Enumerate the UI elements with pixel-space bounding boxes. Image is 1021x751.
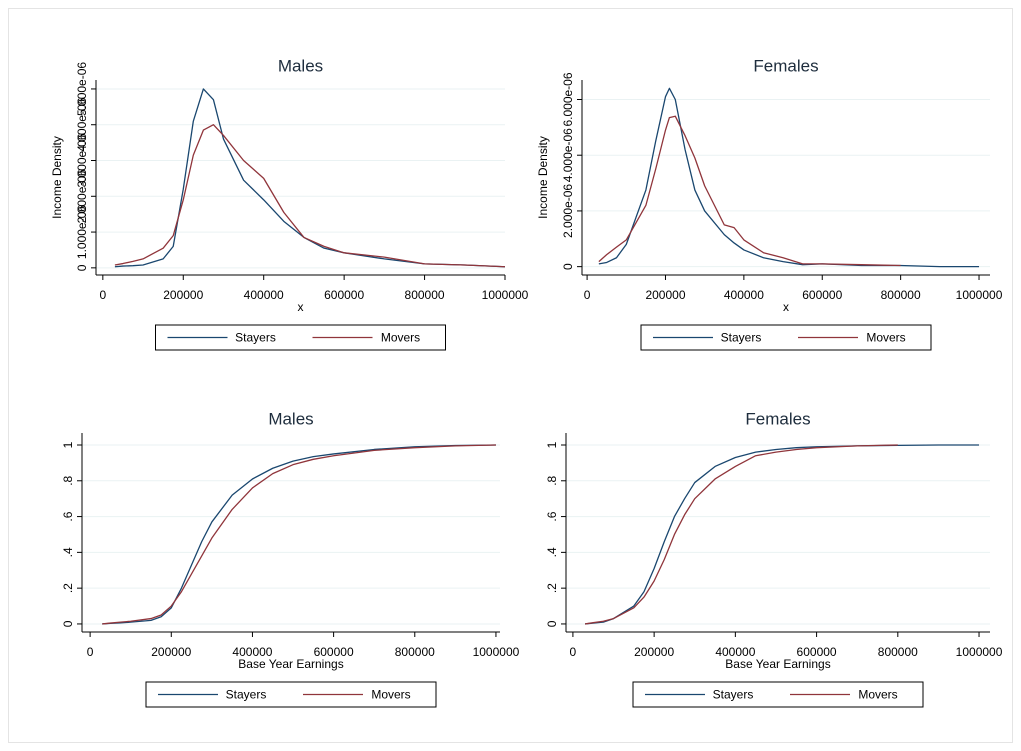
x-axis-title: x: [783, 300, 789, 314]
y-tick-label: .6: [545, 511, 559, 521]
graph-frame: [8, 8, 1013, 743]
y-tick-label: 0: [545, 620, 559, 627]
y-axis-title: Income Density: [536, 136, 550, 219]
y-tick-label: 2.000e-06: [75, 169, 89, 223]
x-tick-label: 400000: [232, 645, 272, 659]
x-tick-label: 1000000: [956, 288, 1003, 302]
x-tick-label: 600000: [797, 645, 837, 659]
y-tick-label: 2.000e-06: [561, 184, 575, 238]
legend-label: Movers: [866, 331, 905, 345]
panel-title: Females: [753, 56, 818, 75]
series-line: [102, 444, 496, 625]
y-tick-label: .8: [61, 475, 75, 485]
x-tick-label: 400000: [715, 645, 755, 659]
legend-label: Stayers: [226, 688, 267, 702]
y-tick-label: 4.000e-06: [75, 97, 89, 151]
x-tick-label: 400000: [724, 288, 764, 302]
x-tick-label: 600000: [324, 288, 364, 302]
x-tick-label: 800000: [881, 288, 921, 302]
panel-title: Males: [278, 56, 323, 75]
series-line: [598, 115, 901, 267]
y-tick-label: 6.000e-06: [561, 72, 575, 126]
x-tick-label: 200000: [645, 288, 685, 302]
series-line: [102, 444, 496, 625]
y-axis-title: Income Density: [50, 136, 64, 219]
y-tick-label: 1.000e-06: [75, 205, 89, 259]
x-tick-label: 800000: [395, 645, 435, 659]
x-tick-label: 400000: [244, 288, 284, 302]
legend-label: Stayers: [721, 331, 762, 345]
panel-title: Females: [745, 409, 810, 428]
y-tick-label: 4.000e-06: [561, 128, 575, 182]
y-tick-label: 0: [75, 264, 89, 271]
y-tick-label: 0: [561, 263, 575, 270]
x-tick-label: 1000000: [473, 645, 520, 659]
x-tick-label: 200000: [163, 288, 203, 302]
y-tick-label: 3.000e-06: [75, 133, 89, 187]
y-tick-label: 0: [61, 620, 75, 627]
y-tick-label: .4: [61, 547, 75, 557]
x-axis-title: Base Year Earnings: [238, 657, 343, 671]
y-tick-label: 1: [61, 441, 75, 448]
legend-label: Movers: [381, 331, 420, 345]
series-line: [114, 124, 506, 268]
legend-label: Stayers: [713, 688, 754, 702]
x-tick-label: 200000: [151, 645, 191, 659]
x-axis-title: x: [298, 300, 304, 314]
x-axis-title: Base Year Earnings: [725, 657, 830, 671]
x-tick-label: 600000: [314, 645, 354, 659]
y-tick-label: 5.000e-06: [75, 62, 89, 116]
x-tick-label: 800000: [878, 645, 918, 659]
y-tick-label: .4: [545, 547, 559, 557]
x-tick-label: 800000: [405, 288, 445, 302]
series-line: [584, 444, 898, 625]
y-tick-label: .2: [545, 583, 559, 593]
x-tick-label: 1000000: [482, 288, 529, 302]
y-tick-label: .2: [61, 583, 75, 593]
x-tick-label: 0: [584, 288, 591, 302]
legend-label: Movers: [371, 688, 410, 702]
x-tick-label: 0: [570, 645, 577, 659]
x-tick-label: 200000: [634, 645, 674, 659]
legend-label: Stayers: [235, 331, 276, 345]
legend-label: Movers: [858, 688, 897, 702]
series-line: [114, 88, 506, 268]
y-tick-label: .6: [61, 511, 75, 521]
x-tick-label: 1000000: [956, 645, 1003, 659]
x-tick-label: 0: [87, 645, 94, 659]
y-tick-label: 1: [545, 441, 559, 448]
y-tick-label: .8: [545, 475, 559, 485]
panel-title: Males: [268, 409, 313, 428]
x-tick-label: 0: [99, 288, 106, 302]
x-tick-label: 600000: [802, 288, 842, 302]
